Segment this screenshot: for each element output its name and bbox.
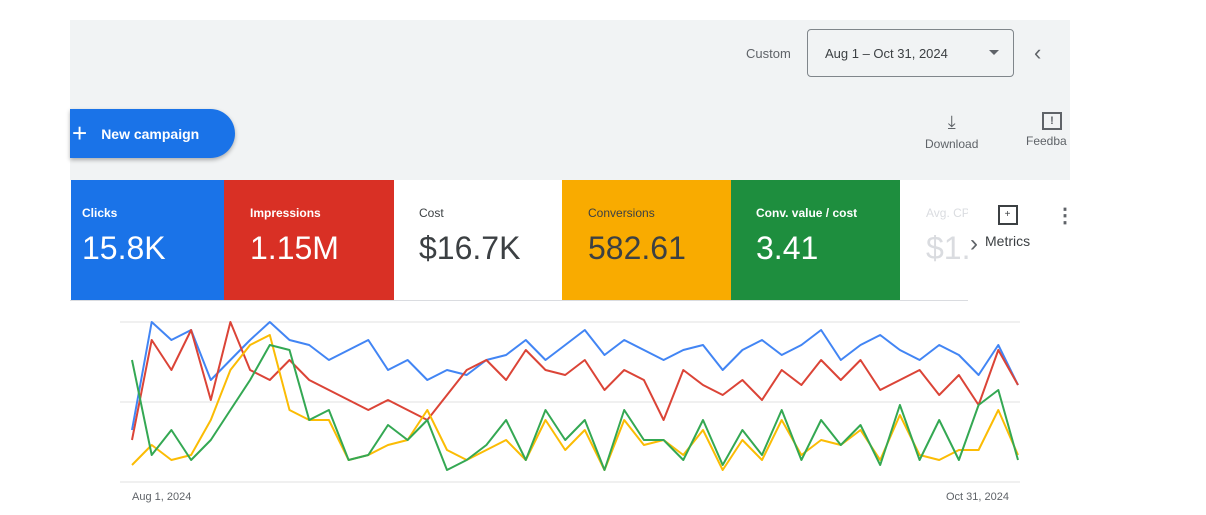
card-value: $16.7K — [419, 230, 521, 266]
more-options-icon[interactable]: ⋮ — [1055, 205, 1075, 227]
card-value: 1.15M — [250, 230, 339, 266]
card-value: 3.41 — [756, 230, 819, 266]
download-icon: ⤓ — [947, 112, 956, 132]
card-label: Clicks — [82, 206, 118, 220]
card-label: Conversions — [588, 206, 655, 220]
card-value: 582.61 — [588, 230, 686, 266]
divider — [70, 300, 968, 301]
feedback-label: Feedba — [1026, 134, 1067, 148]
metric-card-clicks[interactable]: Clicks 15.8K — [71, 180, 224, 300]
card-label: Cost — [419, 206, 444, 220]
feedback-icon: ! — [1042, 112, 1062, 130]
chart-add-icon: + — [997, 205, 1018, 225]
download-button[interactable]: ⤓ Download — [925, 112, 978, 151]
date-range-select[interactable]: Aug 1 – Oct 31, 2024 — [807, 29, 1014, 77]
x-axis-end-label: Oct 31, 2024 — [946, 491, 1009, 503]
header-panel — [70, 20, 1070, 180]
download-label: Download — [925, 137, 979, 151]
feedback-button[interactable]: ! Feedba — [1026, 112, 1070, 148]
date-range-value: Aug 1 – Oct 31, 2024 — [825, 45, 948, 61]
new-campaign-label: New campaign — [101, 125, 200, 142]
card-label: Conv. value / cost — [756, 206, 858, 220]
metric-card-avg-cpc[interactable]: Avg. CPC $1. — [900, 180, 968, 300]
caret-down-icon — [989, 50, 999, 55]
metrics-button[interactable]: + Metrics — [985, 205, 1030, 249]
card-label: Avg. CPC — [926, 206, 968, 220]
new-campaign-button[interactable]: + New campaign — [70, 109, 235, 158]
x-axis-start-label: Aug 1, 2024 — [132, 491, 192, 503]
series-line-clicks — [131, 321, 1019, 431]
metric-card-cost[interactable]: Cost $16.7K — [394, 180, 562, 300]
metrics-label: Metrics — [985, 233, 1031, 249]
series-line-conv-value-cost — [131, 344, 1019, 471]
range-label: Custom — [746, 46, 791, 61]
card-label: Impressions — [250, 206, 321, 220]
metric-card-impressions[interactable]: Impressions 1.15M — [224, 180, 394, 300]
chevron-right-icon[interactable]: › — [970, 230, 978, 257]
card-value: 15.8K — [82, 230, 166, 266]
metric-card-conv-value-cost[interactable]: Conv. value / cost 3.41 — [731, 180, 900, 300]
chevron-left-icon[interactable]: ‹ — [1034, 40, 1042, 65]
plus-icon: + — [72, 118, 88, 148]
card-value: $1. — [926, 230, 968, 266]
metric-card-conversions[interactable]: Conversions 582.61 — [562, 180, 731, 300]
